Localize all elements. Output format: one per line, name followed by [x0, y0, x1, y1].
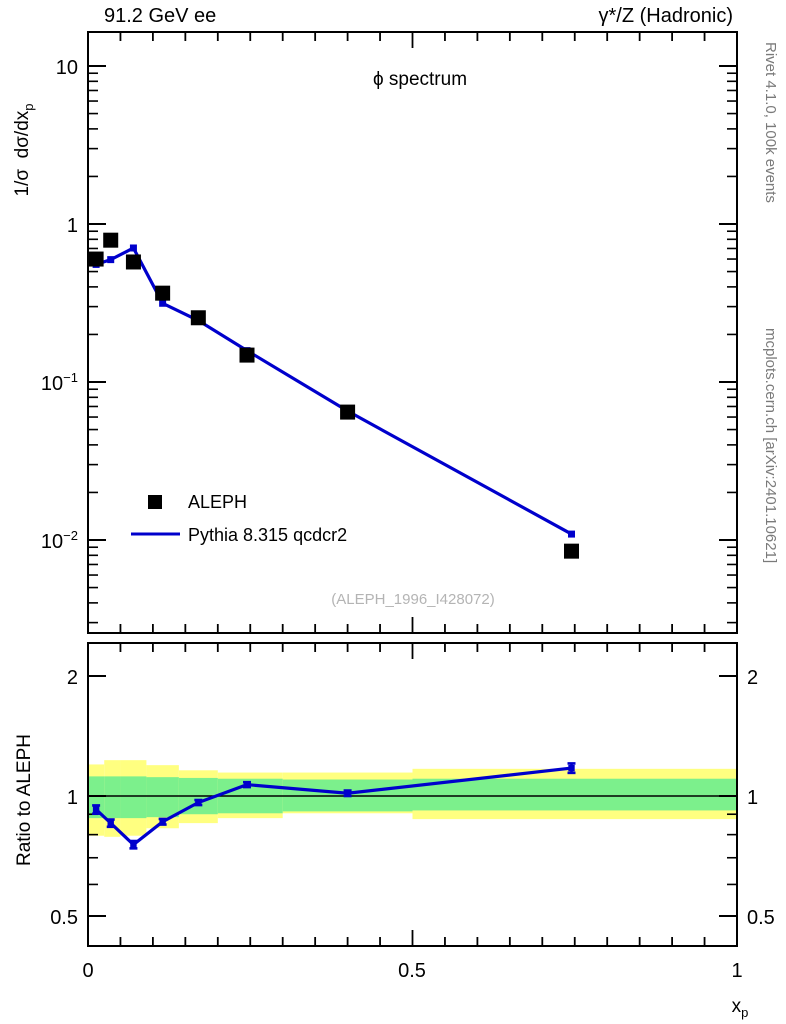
- ratio-point: [92, 806, 100, 813]
- data-point: [190, 310, 206, 326]
- ratio-point: [568, 764, 575, 772]
- main-panel: 1/σ dσ/dxp ϕ spectrum 10 1 10−1: [12, 31, 738, 634]
- xtick-label-1: 1: [731, 960, 742, 982]
- ratio-ytick-label-1: 1: [67, 787, 78, 809]
- svg-text:1/σ dσ/dxp: 1/σ dσ/dxp: [12, 103, 36, 196]
- band-inner: [146, 777, 179, 818]
- header-right: γ*/Z (Hadronic): [599, 5, 733, 27]
- data-point: [103, 232, 119, 248]
- data-point: [340, 404, 356, 420]
- mc-point: [159, 299, 167, 307]
- main-y-minor-ticks: [88, 72, 737, 624]
- main-ytick-label-1: 1: [67, 215, 78, 237]
- ratio-panel: Ratio to ALEPH 2 2 1 1 0.5 0.5: [14, 642, 775, 1020]
- ratio-ytick-label-2: 2: [67, 667, 78, 689]
- ratio-point: [107, 819, 114, 827]
- xtick-label-0: 0: [82, 960, 93, 982]
- data-point: [155, 285, 171, 301]
- main-plot-frame: [87, 31, 738, 634]
- ratio-point: [195, 799, 202, 806]
- legend-label-aleph: ALEPH: [188, 492, 247, 512]
- ratio-ytick-label-0p5: 0.5: [50, 907, 78, 929]
- main-plot-title: ϕ spectrum: [373, 69, 467, 90]
- analysis-id-watermark: (ALEPH_1996_I428072): [331, 591, 494, 608]
- mcplots-reference-label: mcplots.cern.ch [arXiv:2401.10621]: [762, 328, 779, 563]
- data-point: [564, 543, 580, 559]
- ratio-point: [344, 790, 351, 797]
- mc-curve: [95, 245, 573, 536]
- ratio-y-minor-ticks: [88, 813, 737, 886]
- ratio-ytick-label-2-right: 2: [747, 667, 758, 689]
- main-x-ticks: [87, 32, 738, 633]
- main-legend: ALEPH Pythia 8.315 qcdcr2: [131, 492, 347, 545]
- header-left: 91.2 GeV ee: [104, 5, 216, 27]
- main-ytick-label-1e-1: 10−1: [41, 370, 78, 395]
- ratio-ytick-label-1-right: 1: [747, 787, 758, 809]
- legend-label-pythia: Pythia 8.315 qcdcr2: [188, 525, 347, 545]
- ratio-point: [243, 781, 251, 788]
- ratio-point: [130, 841, 137, 848]
- x-axis-tick-labels: 0 0.5 1: [82, 960, 742, 982]
- data-point: [88, 251, 104, 267]
- legend-marker-aleph: [148, 495, 162, 509]
- mc-point: [129, 244, 137, 252]
- main-y-axis-label: 1/σ dσ/dxp: [12, 103, 36, 196]
- band-inner: [104, 776, 121, 819]
- main-ytick-label-10: 10: [56, 57, 78, 79]
- band-inner: [412, 778, 737, 811]
- data-point: [239, 347, 255, 363]
- ratio-y-ticks: 2 2 1 1 0.5 0.5: [50, 667, 775, 929]
- mc-point: [107, 256, 115, 264]
- ratio-x-ticks: [87, 643, 738, 946]
- mc-point: [568, 530, 576, 538]
- band-inner: [120, 776, 147, 819]
- ratio-ytick-label-0p5-right: 0.5: [747, 907, 775, 929]
- rivet-version-label: Rivet 4.1.0, 100k events: [762, 42, 779, 203]
- xtick-label-0p5: 0.5: [398, 960, 426, 982]
- x-axis-label: xp: [732, 996, 749, 1020]
- ratio-y-axis-label: Ratio to ALEPH: [14, 734, 35, 866]
- main-ytick-label-1e-2: 10−2: [41, 528, 78, 553]
- band-inner: [88, 776, 105, 819]
- ratio-data-series: [92, 762, 576, 850]
- ratio-point: [159, 818, 166, 825]
- main-data-series: [88, 232, 580, 559]
- data-point: [125, 254, 141, 270]
- main-y-ticks: 10 1 10−1 10−2: [41, 57, 737, 553]
- ratio-uncertainty-bands: [88, 760, 737, 837]
